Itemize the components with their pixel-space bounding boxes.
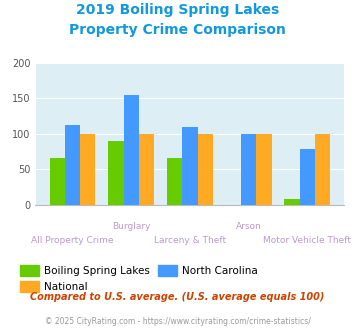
Bar xyxy=(300,148,315,205)
Bar xyxy=(80,134,95,205)
Bar xyxy=(65,125,80,205)
Legend: Boiling Spring Lakes, National, North Carolina: Boiling Spring Lakes, National, North Ca… xyxy=(16,261,262,296)
Text: Compared to U.S. average. (U.S. average equals 100): Compared to U.S. average. (U.S. average … xyxy=(30,292,325,302)
Bar xyxy=(139,134,154,205)
Text: Burglary: Burglary xyxy=(112,222,151,231)
Text: Motor Vehicle Theft: Motor Vehicle Theft xyxy=(263,236,351,245)
Bar xyxy=(284,199,300,205)
Text: 2019 Boiling Spring Lakes: 2019 Boiling Spring Lakes xyxy=(76,3,279,17)
Bar xyxy=(50,158,65,205)
Bar xyxy=(124,95,139,205)
Text: Larceny & Theft: Larceny & Theft xyxy=(154,236,226,245)
Text: All Property Crime: All Property Crime xyxy=(31,236,114,245)
Bar xyxy=(182,127,198,205)
Bar xyxy=(256,134,272,205)
Text: © 2025 CityRating.com - https://www.cityrating.com/crime-statistics/: © 2025 CityRating.com - https://www.city… xyxy=(45,317,310,326)
Bar xyxy=(198,134,213,205)
Text: Arson: Arson xyxy=(236,222,262,231)
Text: Property Crime Comparison: Property Crime Comparison xyxy=(69,23,286,37)
Bar xyxy=(241,134,256,205)
Bar xyxy=(167,158,182,205)
Bar xyxy=(315,134,330,205)
Bar xyxy=(108,141,124,205)
